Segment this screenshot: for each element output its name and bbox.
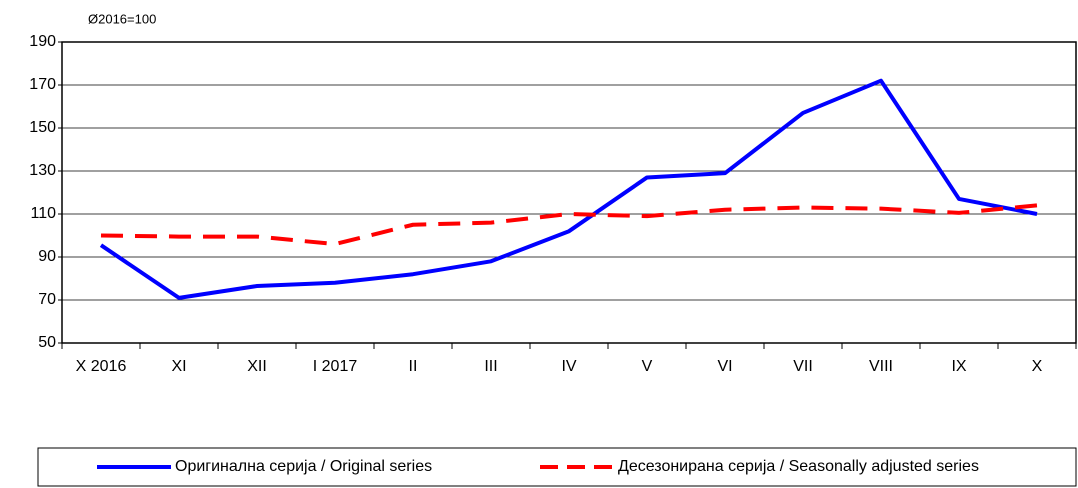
x-tick-label: XI [171,358,186,375]
y-tick-label: 150 [29,119,56,136]
legend-label: Десезонирана серија / Seasonally adjuste… [618,458,979,475]
y-unit-label: Ø2016=100 [88,11,156,26]
x-tick-label: II [409,358,418,375]
x-tick-label: III [484,358,497,375]
plot-frame [61,41,1077,344]
series-line [100,203,1038,247]
x-tick-label: VIII [869,358,893,375]
x-tick-label: X 2016 [76,358,127,375]
x-tick-label: XII [247,358,267,375]
y-tick-label: 170 [29,76,56,93]
y-tick-label: 50 [38,334,56,351]
x-tick-label: I 2017 [313,358,358,375]
y-tick-label: 70 [38,291,56,308]
y-tick-label: 190 [29,33,56,50]
legend-box [37,447,1077,487]
legend-label: Оригинална серија / Original series [175,458,432,475]
x-tick-label: VI [717,358,732,375]
y-tick-label: 110 [30,205,56,222]
x-tick-label: IV [561,358,576,375]
y-tick-label: 90 [38,248,56,265]
y-tick-label: 130 [29,162,56,179]
x-tick-label: IX [951,358,966,375]
x-tick-label: X [1032,358,1043,375]
series-line [99,78,1038,300]
x-tick-label: V [642,358,653,375]
x-tick-label: VII [793,358,813,375]
